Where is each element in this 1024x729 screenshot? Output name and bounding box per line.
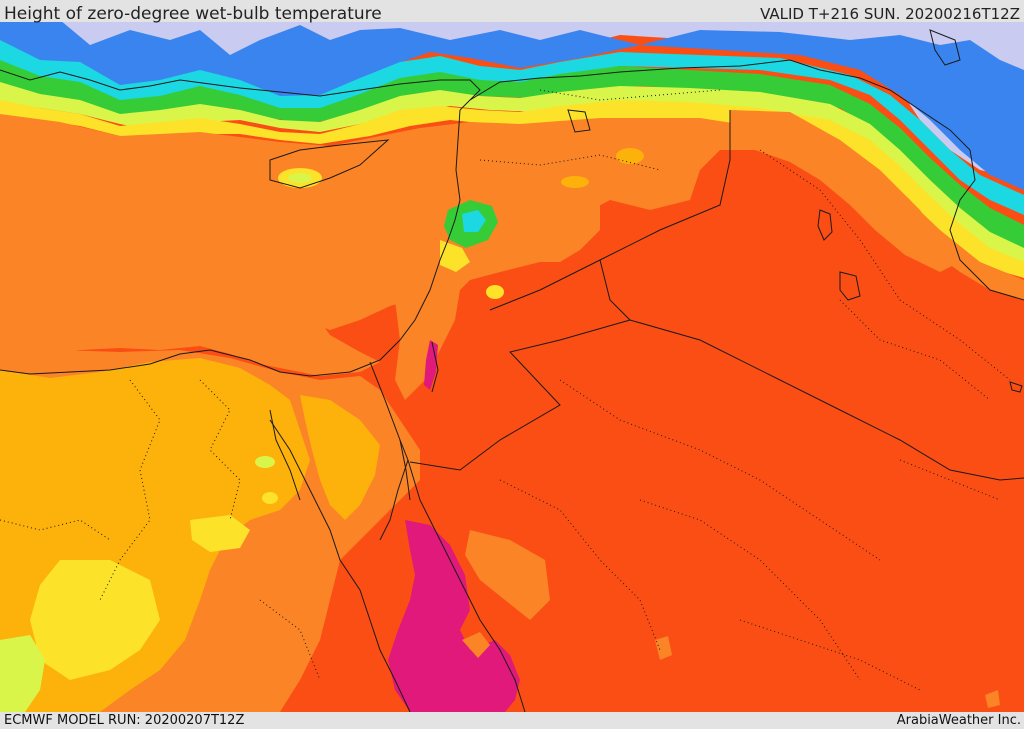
- field-green-north: [0, 60, 1024, 255]
- model-run-label: ECMWF MODEL RUN: 20200207T12Z: [4, 713, 245, 728]
- field-yellow-lebanon: [440, 240, 470, 272]
- credit-label: ArabiaWeather Inc.: [896, 713, 1021, 728]
- header-bar: Height of zero-degree wet-bulb temperatu…: [0, 0, 1024, 24]
- field-light-green-west: [0, 635, 45, 712]
- field-orange-levant: [390, 268, 460, 400]
- field-yellow-amber-mid: [190, 515, 250, 552]
- field-cyan-north: [0, 40, 1024, 215]
- field-orange-red-sea-spot: [462, 632, 490, 658]
- field-amber-sinai: [300, 395, 380, 520]
- field-blue-north: [0, 20, 1024, 190]
- map-title: Height of zero-degree wet-bulb temperatu…: [4, 4, 382, 24]
- weather-map: [0, 20, 1024, 712]
- field-magenta-red-sea: [388, 520, 520, 712]
- footer-bar: ECMWF MODEL RUN: 20200207T12Z ArabiaWeat…: [0, 712, 1024, 729]
- valid-time-label: VALID T+216 SUN. 20200216T12Z: [760, 5, 1020, 23]
- internal-borders: [0, 89, 1011, 691]
- field-cyan-lebanon: [462, 210, 486, 232]
- field-yellow-west-2: [80, 612, 120, 648]
- country-borders: [0, 29, 1024, 712]
- field-orange-east-1: [730, 110, 960, 272]
- map-area[interactable]: [0, 20, 1024, 712]
